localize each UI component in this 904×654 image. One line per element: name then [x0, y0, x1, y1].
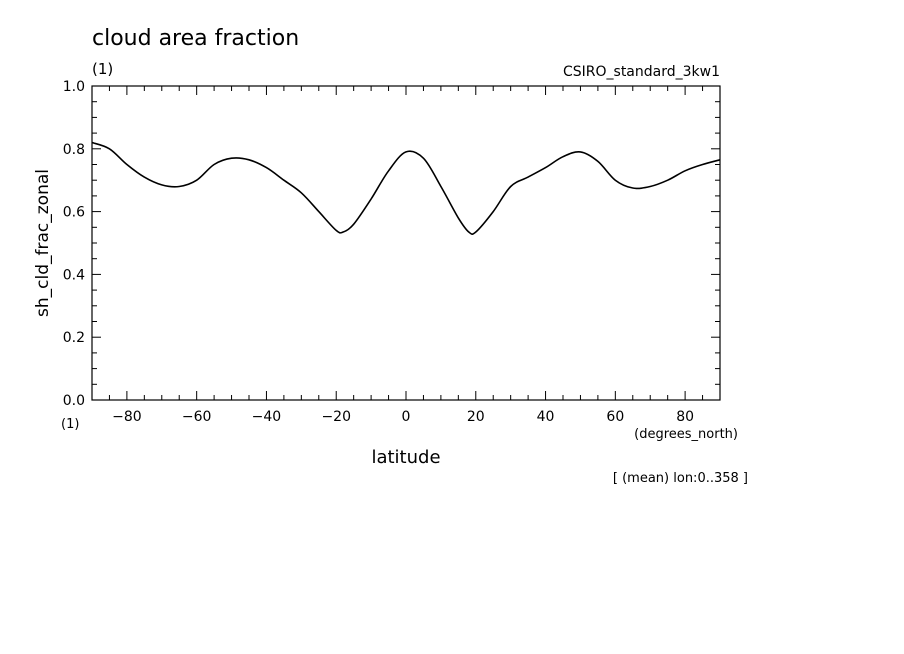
dataset-label: CSIRO_standard_3kw1	[563, 64, 720, 80]
x-tick-label: −80	[112, 409, 142, 425]
y-tick-label: 1.0	[63, 79, 85, 95]
plot-frame	[91, 85, 721, 401]
y-axis-label: sh_cld_frac_zonal	[33, 169, 53, 317]
x-tick-label: 0	[402, 409, 411, 425]
y-tick-label: 0.0	[63, 393, 85, 409]
x-tick-label: 60	[606, 409, 624, 425]
series-line	[91, 141, 721, 235]
x-axis-label: latitude	[371, 447, 440, 468]
y-units-label: (1)	[61, 417, 79, 432]
x-tick-label: 20	[467, 409, 485, 425]
y-tick-label: 0.6	[63, 205, 85, 221]
x-tick-label: −20	[321, 409, 351, 425]
y-axis-ticks: 0.0 0.2 0.4 0.6 0.8 1.0	[63, 79, 720, 409]
footnote: [ (mean) lon:0..358 ]	[613, 471, 748, 486]
y-tick-label: 0.4	[63, 267, 85, 283]
x-tick-label: −40	[252, 409, 282, 425]
y-tick-label: 0.8	[63, 142, 85, 158]
x-tick-label: 40	[537, 409, 555, 425]
y-tick-label: 0.2	[63, 330, 85, 346]
x-tick-label: 80	[676, 409, 694, 425]
x-units-label: (degrees_north)	[634, 427, 738, 442]
title-units: (1)	[92, 60, 113, 78]
x-axis-ticks: −80 −60 −40 −20 0 20 40 60 80	[91, 86, 721, 425]
x-tick-label: −60	[182, 409, 212, 425]
chart-title: cloud area fraction	[92, 26, 299, 51]
